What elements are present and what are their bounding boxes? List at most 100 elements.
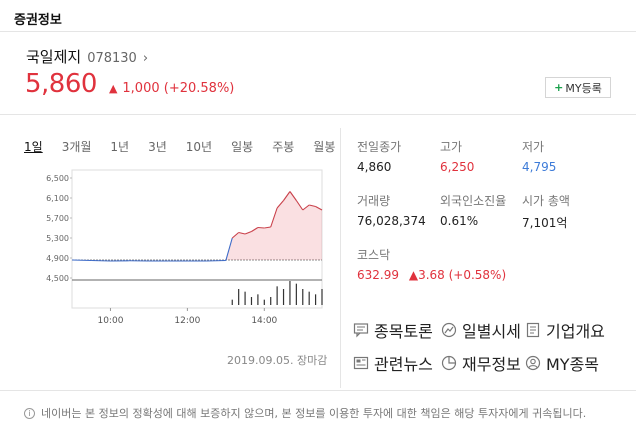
- tab-1d[interactable]: 1일: [24, 140, 43, 154]
- tab-3m[interactable]: 3개월: [61, 140, 92, 154]
- disclaimer-text: 네이버는 본 정보의 정확성에 대해 보증하지 않으며, 본 정보를 이용한 투…: [41, 407, 587, 420]
- volume-bar: [238, 289, 240, 305]
- price-line-segment: [231, 232, 240, 239]
- vertical-divider: [340, 128, 341, 388]
- stat-value: 4,795: [522, 160, 557, 174]
- user-circle-icon: [525, 355, 541, 371]
- price-line-segment: [302, 204, 310, 211]
- daily-price-link[interactable]: 일별시세: [441, 318, 521, 342]
- price-line-segment: [276, 200, 284, 209]
- volume-bar: [314, 294, 317, 305]
- my-stocks-label: MY종목: [546, 355, 600, 374]
- section-title: 증권정보: [14, 13, 62, 28]
- y-tick-label: 4,900: [46, 254, 69, 263]
- up-triangle-icon: ▲: [108, 82, 118, 95]
- divider: [0, 31, 636, 32]
- volume-bar: [270, 297, 272, 305]
- stock-name: 국일제지: [26, 48, 82, 66]
- volume-bar: [263, 299, 265, 305]
- stat-value: 7,101억: [522, 216, 568, 230]
- up-triangle-icon: ▲: [408, 268, 419, 282]
- financial-info-link[interactable]: 재무정보: [441, 351, 521, 375]
- price-line-segment: [244, 230, 252, 235]
- y-tick-label: 4,500: [46, 274, 69, 283]
- info-icon: i: [24, 407, 35, 419]
- stat-market-cap: 시가 총액 7,101억: [522, 192, 570, 231]
- intraday-chart: 6,500 6,100 5,700 5,300 4,900 4,500 10:00 12:00…: [46, 169, 323, 326]
- chart-frame: [71, 169, 323, 309]
- price-line-segment: [315, 206, 323, 211]
- pie-chart-icon: [441, 355, 457, 371]
- tab-monthly-candle[interactable]: 월봉: [313, 140, 336, 154]
- newspaper-icon: [353, 356, 369, 370]
- price-line-segment: [283, 191, 291, 201]
- tab-10y[interactable]: 10년: [185, 140, 213, 154]
- y-tick-label: 5,700: [46, 214, 69, 223]
- volume-bar: [321, 289, 323, 305]
- price-change: ▲ 1,000 (+20.58%): [109, 81, 234, 96]
- related-news-link[interactable]: 관련뉴스: [353, 351, 433, 375]
- stock-code: 078130: [87, 51, 137, 66]
- forum-link[interactable]: 종목토론: [353, 318, 433, 342]
- stat-label: 고가: [440, 140, 463, 154]
- add-my-stock-button[interactable]: + MY등록: [545, 77, 611, 98]
- stat-high: 고가 6,250: [440, 138, 474, 174]
- index-value: 632.99: [357, 268, 399, 282]
- x-tick-label: 12:00: [174, 316, 200, 326]
- speech-bubble-icon: [353, 323, 369, 338]
- volume-bar: [289, 281, 291, 305]
- trend-circle-icon: [441, 322, 457, 338]
- price-line-segment: [71, 259, 92, 262]
- volume-bar: [257, 294, 259, 305]
- x-tick-label: 10:00: [97, 316, 123, 326]
- volume-bar: [231, 299, 233, 305]
- index-change-value: 3.68 (+0.58%): [418, 268, 507, 282]
- volume-bar: [295, 283, 297, 305]
- chevron-right-icon: ›: [142, 51, 149, 66]
- stat-value: 4,860: [357, 160, 392, 174]
- stat-foreign-ratio: 외국인소진율 0.61%: [440, 192, 506, 228]
- tab-weekly-candle[interactable]: 주봉: [272, 140, 295, 154]
- change-percent: (+20.58%): [163, 81, 235, 96]
- price-line-segment: [238, 231, 246, 235]
- forum-link-label: 종목토론: [374, 322, 433, 341]
- index-change: ▲3.68 (+0.58%): [409, 268, 506, 282]
- change-amount: 1,000: [122, 81, 160, 96]
- plus-icon: +: [554, 81, 564, 94]
- price-line-segment: [251, 227, 259, 232]
- stat-label: 코스닥: [357, 248, 391, 262]
- tab-daily-candle[interactable]: 일봉: [231, 140, 254, 154]
- stock-name-link[interactable]: 국일제지 078130 ›: [26, 46, 148, 67]
- y-tick-label: 6,500: [46, 174, 69, 183]
- company-overview-link[interactable]: 기업개요: [525, 318, 605, 342]
- divider: [0, 114, 636, 115]
- tab-3y[interactable]: 3년: [148, 140, 167, 154]
- price-line-segment: [264, 226, 271, 229]
- stat-label: 전일종가: [357, 140, 402, 154]
- my-button-label: MY등록: [565, 81, 602, 95]
- y-tick-label: 5,300: [46, 234, 69, 243]
- stat-prev-close: 전일종가 4,860: [357, 138, 401, 174]
- stat-label: 시가 총액: [522, 194, 570, 208]
- stat-value: 0.61%: [440, 214, 479, 228]
- price-line-segment: [295, 200, 304, 211]
- volume-bar: [250, 297, 253, 305]
- my-stocks-link[interactable]: MY종목: [525, 351, 599, 375]
- price-line-segment: [309, 204, 316, 208]
- price-line-segment: [225, 237, 233, 261]
- price-line-segment: [91, 259, 111, 262]
- related-news-label: 관련뉴스: [374, 355, 433, 374]
- y-tick-label: 6,100: [46, 194, 69, 203]
- company-overview-label: 기업개요: [546, 322, 605, 341]
- tab-1y[interactable]: 1년: [110, 140, 130, 154]
- price-line-segment: [270, 207, 278, 228]
- price-row: 5,860 ▲ 1,000 (+20.58%): [25, 69, 234, 99]
- current-price: 5,860: [25, 69, 97, 99]
- document-icon: [526, 322, 540, 338]
- stat-value: 76,028,374: [357, 214, 426, 228]
- stat-label: 외국인소진율: [440, 194, 507, 208]
- market-close-date: 2019.09.05. 장마감: [227, 354, 328, 367]
- volume-bar: [282, 289, 285, 305]
- stat-volume: 거래량 76,028,374: [357, 192, 426, 228]
- gain-area: [72, 191, 322, 260]
